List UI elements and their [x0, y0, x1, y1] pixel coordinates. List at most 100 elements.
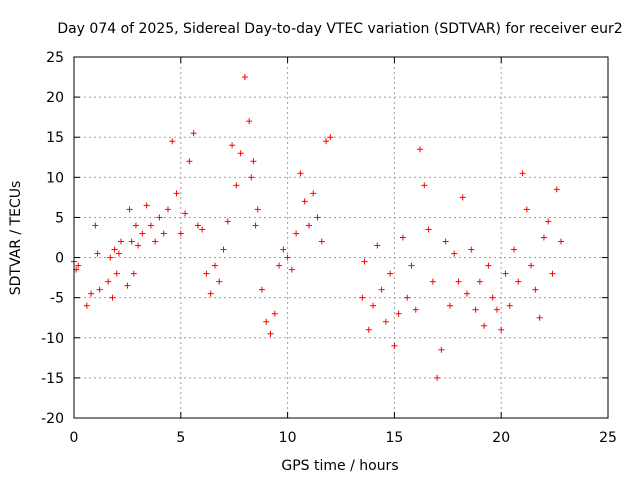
- data-point: [211, 262, 218, 269]
- data-point: [207, 290, 214, 297]
- data-point: [442, 238, 449, 245]
- data-point: [408, 262, 415, 269]
- data-point: [111, 246, 118, 253]
- data-point: [540, 234, 547, 241]
- data-point: [224, 218, 231, 225]
- y-tick-label: 20: [46, 90, 64, 106]
- data-point: [293, 230, 300, 237]
- data-point: [301, 198, 308, 205]
- data-point: [190, 130, 197, 137]
- data-point: [156, 214, 163, 221]
- data-point: [115, 250, 122, 257]
- data-point: [553, 186, 560, 193]
- data-point: [258, 286, 265, 293]
- data-point: [476, 278, 483, 285]
- data-point: [314, 214, 321, 221]
- data-point: [105, 278, 112, 285]
- data-point: [549, 270, 556, 277]
- y-tick-label: -15: [41, 371, 64, 387]
- y-tick-label: 0: [55, 251, 64, 267]
- data-point: [276, 262, 283, 269]
- data-point: [359, 294, 366, 301]
- data-point: [113, 270, 120, 277]
- data-point: [117, 238, 124, 245]
- y-tick-label: 25: [46, 50, 64, 66]
- x-axis-label: GPS time / hours: [281, 458, 398, 474]
- y-tick-labels: 25 20 15 10 5 0 -5 -10 -15 -20: [41, 50, 64, 427]
- data-point: [254, 206, 261, 213]
- data-point: [194, 222, 201, 229]
- x-tick-label: 25: [599, 430, 617, 446]
- data-point: [237, 150, 244, 157]
- data-point: [132, 222, 139, 229]
- data-point: [523, 206, 530, 213]
- data-point: [124, 282, 131, 289]
- data-point: [177, 230, 184, 237]
- data-point: [96, 286, 103, 293]
- data-point: [109, 294, 116, 301]
- data-point: [451, 250, 458, 257]
- data-point: [327, 134, 334, 141]
- data-point: [169, 138, 176, 145]
- data-point: [446, 302, 453, 309]
- data-point: [472, 306, 479, 313]
- data-point: [288, 266, 295, 273]
- data-point: [434, 374, 441, 381]
- data-point: [267, 330, 274, 337]
- data-point: [203, 270, 210, 277]
- data-point: [545, 218, 552, 225]
- data-point: [252, 222, 259, 229]
- data-point: [83, 302, 90, 309]
- data-point: [417, 146, 424, 153]
- data-point: [147, 222, 154, 229]
- data-point: [532, 286, 539, 293]
- data-point: [126, 206, 133, 213]
- data-point: [160, 230, 167, 237]
- data-point: [297, 170, 304, 177]
- data-point: [173, 190, 180, 197]
- data-point: [310, 190, 317, 197]
- data-point: [502, 270, 509, 277]
- data-point: [229, 142, 236, 149]
- x-tick-label: 10: [279, 430, 297, 446]
- data-point: [182, 210, 189, 217]
- data-point: [94, 250, 101, 257]
- x-tick-label: 20: [492, 430, 510, 446]
- data-point: [481, 322, 488, 329]
- data-point: [263, 318, 270, 325]
- data-point: [361, 258, 368, 265]
- data-point: [250, 158, 257, 165]
- grid: [73, 56, 609, 419]
- data-point: [558, 238, 565, 245]
- data-point: [459, 194, 466, 201]
- data-point: [233, 182, 240, 189]
- data-points: [71, 74, 565, 381]
- data-point: [248, 174, 255, 181]
- data-point: [370, 302, 377, 309]
- x-tick-label: 15: [385, 430, 403, 446]
- data-point: [130, 270, 137, 277]
- data-point: [88, 290, 95, 297]
- data-point: [186, 158, 193, 165]
- data-point: [391, 342, 398, 349]
- y-tick-label: -10: [41, 331, 64, 347]
- x-tick-labels: 0 5 10 15 20 25: [70, 430, 617, 446]
- data-point: [246, 118, 253, 125]
- data-point: [128, 238, 135, 245]
- data-point: [489, 294, 496, 301]
- data-point: [152, 238, 159, 245]
- data-point: [280, 246, 287, 253]
- data-point: [107, 254, 114, 261]
- data-point: [374, 242, 381, 249]
- data-point: [399, 234, 406, 241]
- data-point: [305, 222, 312, 229]
- y-tick-label: -5: [50, 291, 64, 307]
- data-point: [485, 262, 492, 269]
- plot-frame: [73, 56, 609, 419]
- data-point: [75, 262, 82, 269]
- data-point: [412, 306, 419, 313]
- data-point: [506, 302, 513, 309]
- data-point: [216, 278, 223, 285]
- data-point: [536, 314, 543, 321]
- data-point: [429, 278, 436, 285]
